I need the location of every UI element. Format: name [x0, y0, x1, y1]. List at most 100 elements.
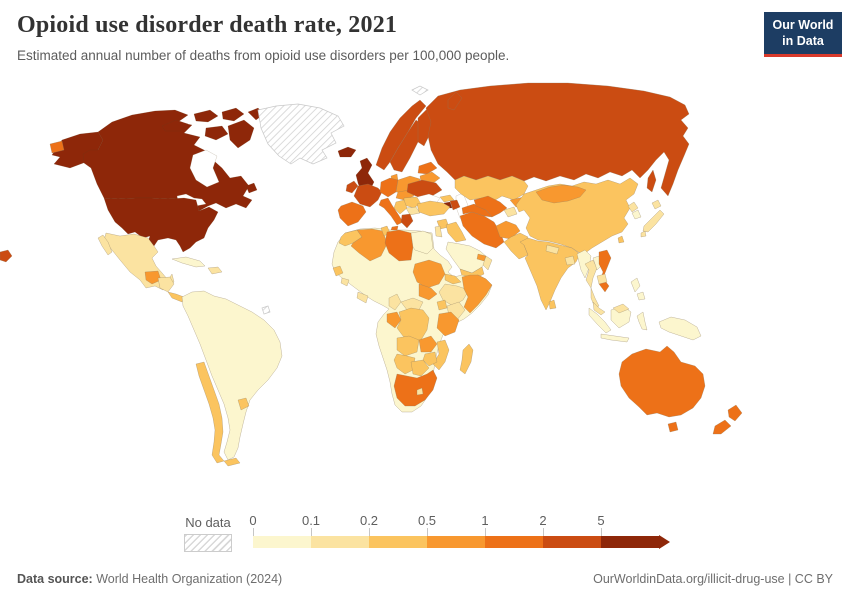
- region-india[interactable]: [519, 237, 581, 311]
- region-sakhalin[interactable]: [646, 169, 657, 193]
- region-new-zealand-north[interactable]: [727, 404, 743, 422]
- region-botswana[interactable]: [410, 359, 430, 377]
- region-libya[interactable]: [384, 229, 414, 262]
- region-egypt[interactable]: [410, 230, 434, 255]
- region-zimbabwe[interactable]: [422, 351, 438, 367]
- region-canada-island[interactable]: [161, 119, 189, 132]
- region-united-states[interactable]: [103, 197, 219, 253]
- region-japan-hokkaido[interactable]: [651, 199, 662, 210]
- region-canada-island[interactable]: [221, 107, 245, 122]
- region-taiwan[interactable]: [617, 235, 625, 244]
- region-turkey[interactable]: [416, 200, 451, 217]
- region-germany[interactable]: [379, 177, 399, 198]
- region-sri-lanka[interactable]: [548, 299, 557, 310]
- region-new-zealand-south[interactable]: [712, 419, 732, 435]
- region-madagascar[interactable]: [459, 343, 474, 375]
- region-guatemala[interactable]: [144, 270, 162, 285]
- region-azerbaijan[interactable]: [449, 199, 461, 211]
- region-new-guinea[interactable]: [658, 316, 702, 341]
- region-bangladesh[interactable]: [564, 255, 576, 266]
- region-hispaniola[interactable]: [207, 266, 223, 275]
- region-malaysia[interactable]: [592, 301, 606, 316]
- region-philippines-luzon[interactable]: [630, 277, 641, 293]
- region-myanmar[interactable]: [576, 249, 592, 279]
- region-cambodia[interactable]: [596, 273, 608, 285]
- region-iceland[interactable]: [337, 146, 357, 158]
- legend-bin-6[interactable]: 2: [539, 513, 601, 548]
- region-eritrea-djibouti[interactable]: [444, 273, 462, 285]
- region-svalbard[interactable]: [411, 85, 429, 96]
- region-australia[interactable]: [618, 345, 706, 418]
- region-japan-kyushu[interactable]: [640, 230, 647, 238]
- region-japan-honshu[interactable]: [642, 209, 665, 233]
- region-italy[interactable]: [378, 197, 404, 226]
- legend-bin-5[interactable]: 1: [481, 513, 543, 548]
- legend-bin-4[interactable]: 0.5: [418, 513, 485, 548]
- region-baffin-island[interactable]: [227, 119, 255, 149]
- region-nepal[interactable]: [545, 244, 560, 255]
- region-south-america[interactable]: [181, 290, 283, 461]
- region-oman[interactable]: [482, 255, 493, 271]
- region-uruguay[interactable]: [237, 397, 250, 411]
- region-vietnam[interactable]: [598, 249, 612, 293]
- region-canada-island[interactable]: [204, 125, 229, 141]
- region-georgia[interactable]: [439, 194, 455, 203]
- region-afghanistan[interactable]: [495, 220, 521, 240]
- region-tasmania[interactable]: [667, 421, 679, 433]
- region-newfoundland[interactable]: [245, 182, 258, 194]
- region-ghana-cote-divoire[interactable]: [356, 291, 369, 304]
- region-ukraine[interactable]: [406, 179, 443, 198]
- region-angola[interactable]: [396, 335, 420, 357]
- region-greenland[interactable]: [257, 103, 345, 165]
- legend-bin-7[interactable]: 5: [597, 513, 659, 548]
- region-sulawesi[interactable]: [636, 311, 648, 331]
- region-thailand[interactable]: [584, 259, 598, 289]
- region-south-sudan[interactable]: [418, 283, 438, 301]
- region-senegal-guinea[interactable]: [332, 265, 344, 277]
- no-data-swatch[interactable]: [184, 534, 232, 552]
- region-novaya-zemlya[interactable]: [447, 91, 463, 111]
- region-iraq[interactable]: [445, 221, 467, 243]
- region-honduras-nicaragua[interactable]: [157, 276, 175, 293]
- region-zambia[interactable]: [418, 335, 438, 353]
- region-canada-island[interactable]: [193, 109, 219, 123]
- region-lesotho[interactable]: [416, 387, 424, 396]
- region-french-guiana[interactable]: [261, 305, 271, 315]
- region-sierra-leone-liberia[interactable]: [340, 277, 350, 287]
- region-algeria[interactable]: [350, 228, 388, 262]
- region-tanzania[interactable]: [436, 311, 460, 337]
- region-spain-portugal[interactable]: [337, 201, 367, 227]
- region-mozambique-malawi[interactable]: [432, 339, 450, 371]
- region-mongolia[interactable]: [535, 184, 587, 204]
- legend-bin-3[interactable]: 0.2: [360, 513, 427, 548]
- region-tajikistan[interactable]: [503, 206, 518, 218]
- region-balkans[interactable]: [393, 199, 408, 215]
- region-sumatra[interactable]: [588, 307, 612, 334]
- region-philippines-mindanao[interactable]: [636, 291, 646, 301]
- owid-logo[interactable]: Our World in Data: [764, 12, 842, 58]
- owid-credit-link[interactable]: OurWorldinData.org/illicit-drug-use | CC…: [593, 572, 833, 586]
- region-java[interactable]: [600, 333, 630, 343]
- region-somalia[interactable]: [461, 274, 493, 314]
- region-uganda[interactable]: [436, 299, 448, 311]
- region-namibia[interactable]: [393, 353, 416, 375]
- region-tierra-del-fuego[interactable]: [223, 457, 241, 467]
- region-pacific-island-wrap[interactable]: [0, 249, 13, 263]
- region-france[interactable]: [353, 183, 383, 208]
- region-bering-island[interactable]: [49, 140, 65, 154]
- region-north-korea[interactable]: [627, 201, 639, 213]
- region-central-african-republic[interactable]: [400, 297, 424, 311]
- region-israel-jordan[interactable]: [434, 225, 443, 238]
- legend-bin-1[interactable]: 0: [249, 513, 311, 548]
- region-united-arab-emirates[interactable]: [476, 253, 487, 262]
- region-cameroon[interactable]: [388, 293, 402, 311]
- region-ireland[interactable]: [345, 180, 359, 194]
- region-costa-rica-panama[interactable]: [167, 291, 185, 303]
- region-gabon-congo[interactable]: [386, 311, 402, 329]
- legend-bin-2[interactable]: 0.1: [302, 513, 369, 548]
- region-malaysia-borneo[interactable]: [612, 303, 630, 314]
- region-baja-california[interactable]: [97, 234, 113, 256]
- region-greece[interactable]: [400, 213, 414, 229]
- region-uzbekistan[interactable]: [473, 195, 508, 218]
- region-south-korea[interactable]: [631, 209, 642, 220]
